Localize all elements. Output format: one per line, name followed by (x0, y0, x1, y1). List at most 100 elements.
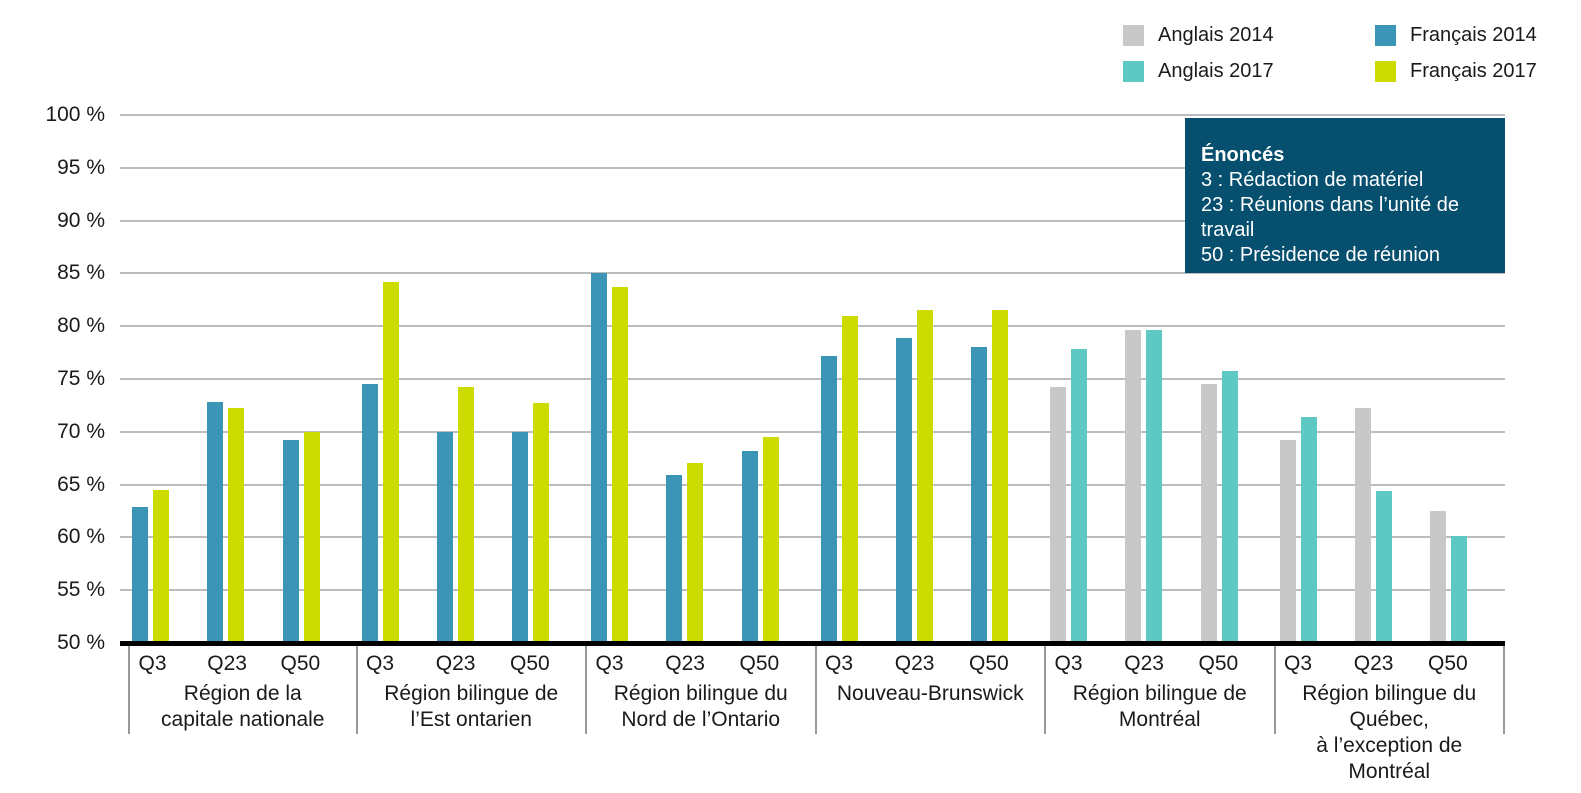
bar (591, 273, 607, 646)
bar (1451, 536, 1467, 646)
region-label-box: Q3 Q23 Q50 Région bilingue de Montréal (1046, 646, 1276, 734)
bar (533, 403, 549, 646)
region-name: Région bilingue de l’Est ontarien (358, 681, 586, 733)
bar (687, 463, 704, 646)
bar (1050, 387, 1066, 646)
question-label: Q50 (969, 652, 1009, 675)
question-label: Q3 (1054, 652, 1083, 675)
gridline (120, 536, 1505, 539)
question-label: Q3 (365, 652, 394, 675)
bar (820, 355, 837, 646)
region-label-box: Q3 Q23 Q50 Région bilingue du Nord de l’Onta… (587, 646, 817, 734)
question-label: Q23 (894, 652, 935, 675)
question-label: Q3 (595, 652, 624, 675)
region-bars (1276, 115, 1506, 646)
question-label: Q50 (510, 652, 550, 675)
region-label-box: Q3 Q23 Q50 Région bilingue de l’Est ontarien (358, 646, 587, 734)
region-group: Q3 Q23 Q50 Région de la capitale nationale (128, 115, 358, 734)
region-name-line: capitale nationale (161, 708, 325, 731)
legend-swatch-francais-2017 (1375, 61, 1396, 82)
bar-pair-q23 (207, 402, 245, 646)
bar (303, 431, 320, 646)
question-label: Q23 (665, 652, 705, 675)
bar (1125, 330, 1142, 646)
region-name-line: Région bilingue du Québec, (1302, 682, 1477, 731)
legend-column-francais: Français 2014 Français 2017 (1375, 24, 1537, 83)
bar (228, 407, 245, 646)
y-tick-label: 85 % (57, 261, 105, 285)
region-name-line: Région bilingue de (384, 682, 559, 705)
bar-pair-q50 (512, 403, 549, 646)
y-tick-label: 50 % (57, 631, 105, 654)
bar (992, 310, 1008, 646)
bar-pair-q23 (1354, 407, 1392, 646)
question-label: Q3 (824, 652, 853, 675)
question-label: Q23 (1124, 652, 1164, 675)
question-labels-row: Q3 Q23 Q50 (817, 646, 1045, 676)
legend-label: Anglais 2017 (1158, 60, 1274, 82)
note-title: Énoncés (1201, 144, 1285, 166)
bar-pair-q50 (1430, 511, 1467, 646)
question-labels-row: Q3 Q23 Q50 (587, 646, 815, 676)
legend-item: Français 2017 (1375, 60, 1537, 83)
bar (1279, 440, 1296, 646)
legend-label: Anglais 2014 (1158, 24, 1274, 46)
region-bars (587, 115, 817, 646)
question-label: Q23 (207, 652, 247, 675)
legend-item: Anglais 2014 (1123, 24, 1274, 47)
gridline (120, 219, 1505, 222)
bar (207, 402, 224, 646)
bar (436, 431, 453, 646)
bar (971, 347, 987, 646)
region-name: Région bilingue du Québec, à l’exception … (1276, 681, 1504, 785)
y-tick-label: 75 % (57, 367, 105, 390)
region-name: Nouveau-Brunswick (817, 681, 1045, 707)
bar (153, 489, 169, 646)
bar-pair-q50 (282, 431, 320, 646)
bar-pair-q50 (1200, 370, 1238, 646)
region-group: Q3 Q23 Q50 Région bilingue du Nord de l’Onta… (587, 115, 817, 734)
y-tick-label: 55 % (57, 578, 105, 602)
bar-regions: Q3 Q23 Q50 Région de la capitale nationale Q3… (128, 115, 1506, 783)
gridline (120, 325, 1505, 328)
region-name-line: Nouveau-Brunswick (836, 682, 1024, 705)
y-tick-label: 60 % (57, 525, 105, 549)
legend-label: Français 2014 (1410, 24, 1537, 46)
region-label-box: Q3 Q23 Q50 Nouveau-Brunswick (817, 646, 1046, 734)
region-group: Q3 Q23 Q50 Région bilingue du Québec, à l’ex… (1276, 115, 1506, 783)
bar-pair-q3 (361, 281, 399, 646)
bar-pair-q3 (591, 273, 628, 646)
region-bars (1046, 115, 1276, 646)
y-tick-label: 65 % (57, 472, 105, 496)
bar (895, 337, 912, 646)
question-label: Q50 (739, 652, 780, 675)
bar (1430, 511, 1446, 646)
question-label: Q23 (1353, 652, 1394, 675)
question-labels-row: Q3 Q23 Q50 (1046, 646, 1274, 676)
bar (741, 450, 758, 646)
legend-item: Anglais 2017 (1123, 60, 1274, 83)
bar (612, 287, 628, 646)
legend-label: Français 2017 (1410, 60, 1537, 82)
bar (512, 431, 528, 646)
gridline (120, 166, 1505, 169)
bar (361, 384, 378, 646)
question-label: Q50 (1198, 652, 1239, 675)
bar (1221, 370, 1238, 646)
question-labels-row: Q3 Q23 Q50 (358, 646, 586, 676)
region-name: Région de la capitale nationale (130, 681, 356, 733)
gridline (120, 589, 1505, 592)
bar-pair-q3 (1050, 349, 1087, 646)
bar-pair-q23 (895, 310, 933, 646)
bar (457, 387, 474, 646)
legend-swatch-anglais-2014 (1123, 25, 1144, 46)
bar (1375, 490, 1392, 646)
bar (382, 281, 399, 646)
legend-swatch-francais-2014 (1375, 25, 1396, 46)
enonces-note-box: Énoncés 3 : Rédaction de matériel 23 : R… (1185, 118, 1505, 273)
region-group: Q3 Q23 Q50 Région bilingue de Montréal (1046, 115, 1276, 734)
bar (1354, 407, 1371, 646)
region-name-line: Région bilingue de Montréal (1072, 682, 1247, 731)
x-axis-line (120, 641, 1505, 646)
